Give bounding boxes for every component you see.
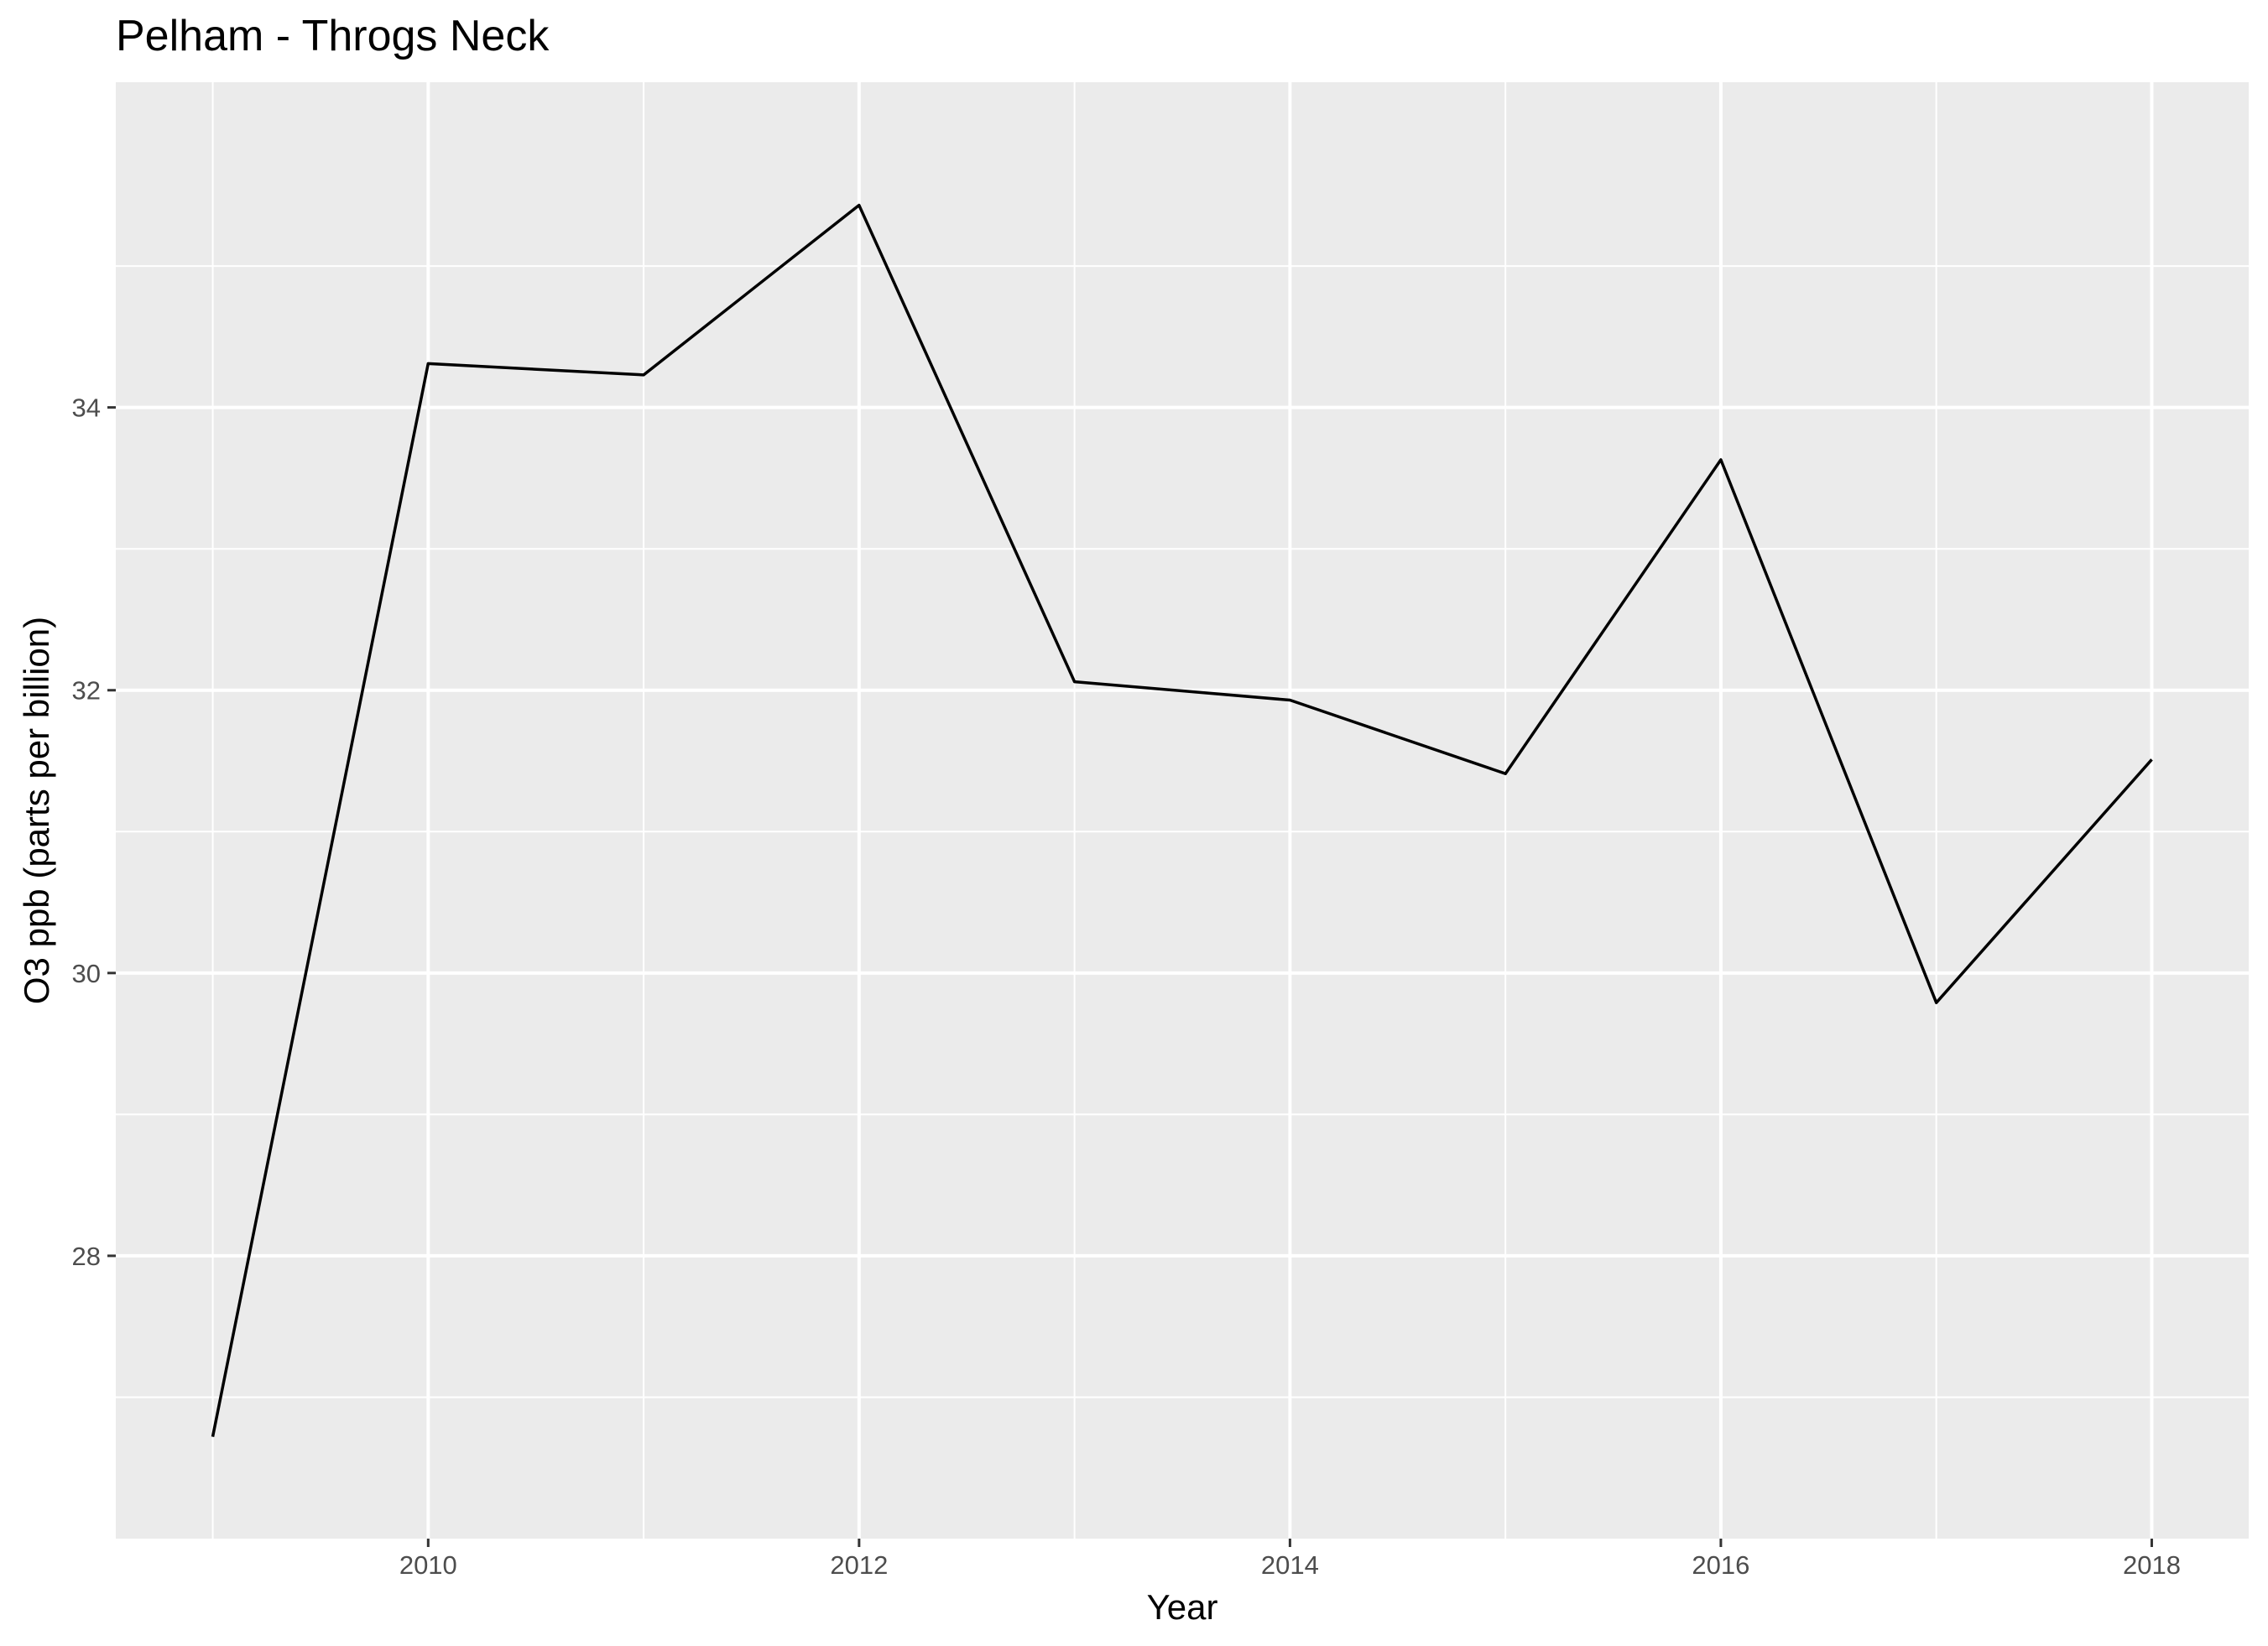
minor-gridlines xyxy=(116,82,2249,1539)
x-axis-title: Year xyxy=(1147,1587,1218,1627)
x-tick-label: 2014 xyxy=(1261,1550,1319,1580)
plot-panel xyxy=(116,82,2249,1539)
x-tick-label: 2010 xyxy=(399,1550,457,1580)
y-tick-label: 32 xyxy=(72,676,101,706)
y-tick-label: 30 xyxy=(72,959,101,988)
y-tick-label: 28 xyxy=(72,1242,101,1271)
chart-title: Pelham - Throgs Neck xyxy=(116,12,550,60)
x-tick-label: 2012 xyxy=(830,1550,888,1580)
y-axis: 28 30 32 34 xyxy=(72,393,116,1271)
y-axis-title: O3 ppb (parts per billion) xyxy=(17,617,56,1004)
y-tick-label: 34 xyxy=(72,393,101,423)
x-tick-label: 2016 xyxy=(1692,1550,1749,1580)
x-tick-label: 2018 xyxy=(2123,1550,2181,1580)
series-layer xyxy=(211,203,2153,1437)
series-line xyxy=(211,203,2153,1437)
x-axis: 2010 2012 2014 2016 2018 xyxy=(399,1539,2181,1580)
